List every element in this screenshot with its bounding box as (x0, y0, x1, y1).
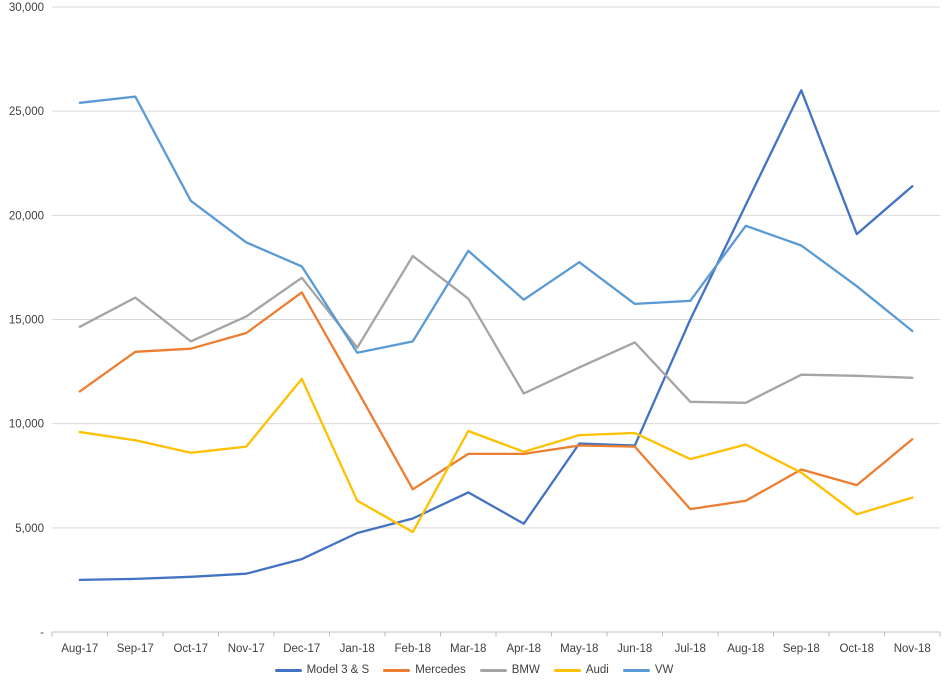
legend-line-swatch-mercedes (383, 668, 411, 672)
y-axis-label: 25,000 (9, 106, 44, 118)
series-line-mercedes[interactable] (78, 291, 914, 511)
x-axis-label: Mar-18 (450, 643, 486, 655)
x-axis-label: Sep-18 (783, 643, 820, 655)
legend-item-vw[interactable]: VW (622, 664, 674, 676)
legend-label-vw: VW (654, 664, 674, 676)
y-axis-label: 10,000 (9, 419, 44, 431)
x-axis-label: Feb-18 (395, 643, 431, 655)
x-axis-label: Nov-18 (894, 643, 931, 655)
y-axis-labels: - 5,000 10,000 15,000 20,000 25,000 30,000 (9, 2, 44, 639)
legend-item-audi[interactable]: Audi (553, 664, 609, 676)
series-line-vw[interactable] (78, 95, 914, 354)
x-axis-label: Aug-18 (727, 643, 764, 655)
x-axis-label: Jan-18 (340, 643, 375, 655)
legend-item-model-3-s[interactable]: Model 3 & S (274, 664, 370, 676)
x-axis-labels: Aug-17 Sep-17 Oct-17 Nov-17 Dec-17 Jan-18 Feb-… (61, 643, 931, 655)
x-axis-label: Jul-18 (675, 643, 706, 655)
x-axis-label: Aug-17 (61, 643, 98, 655)
series-line-audi[interactable] (78, 377, 914, 534)
legend-line-swatch-audi (553, 668, 581, 672)
series-line-model-3-s[interactable] (78, 89, 914, 582)
gridlines (52, 6, 940, 529)
x-axis-label: Jun-18 (617, 643, 652, 655)
y-axis-label: - (40, 627, 44, 639)
legend-label-model-3-s: Model 3 & S (306, 664, 370, 676)
x-axis-label: Sep-17 (117, 643, 154, 655)
x-axis-label: Oct-18 (839, 643, 874, 655)
chart-legend: Model 3 & S Mercedes BMW Audi VW (0, 661, 948, 679)
y-axis-label: 20,000 (9, 210, 44, 222)
y-axis-label: 30,000 (9, 2, 44, 14)
legend-item-bmw[interactable]: BMW (479, 664, 540, 676)
x-axis-label: Dec-17 (283, 643, 320, 655)
x-axis-label: Apr-18 (506, 643, 541, 655)
x-axis-label: May-18 (560, 643, 598, 655)
x-axis (51, 631, 941, 637)
x-axis-label: Oct-17 (173, 643, 208, 655)
legend-label-mercedes: Mercedes (415, 664, 466, 676)
x-axis-label: Nov-17 (228, 643, 265, 655)
legend-line-swatch-vw (622, 668, 650, 672)
y-axis-label: 5,000 (15, 523, 44, 535)
line-chart-plot-area[interactable]: - 5,000 10,000 15,000 20,000 25,000 30,000 Aug-… (0, 0, 948, 660)
y-axis-label: 15,000 (9, 315, 44, 327)
series-line-bmw[interactable] (78, 254, 914, 404)
legend-label-audi: Audi (585, 664, 609, 676)
legend-line-swatch-bmw (479, 668, 507, 672)
legend-line-swatch-model-3-s (274, 668, 302, 672)
legend-item-mercedes[interactable]: Mercedes (383, 664, 466, 676)
legend-label-bmw: BMW (511, 664, 540, 676)
